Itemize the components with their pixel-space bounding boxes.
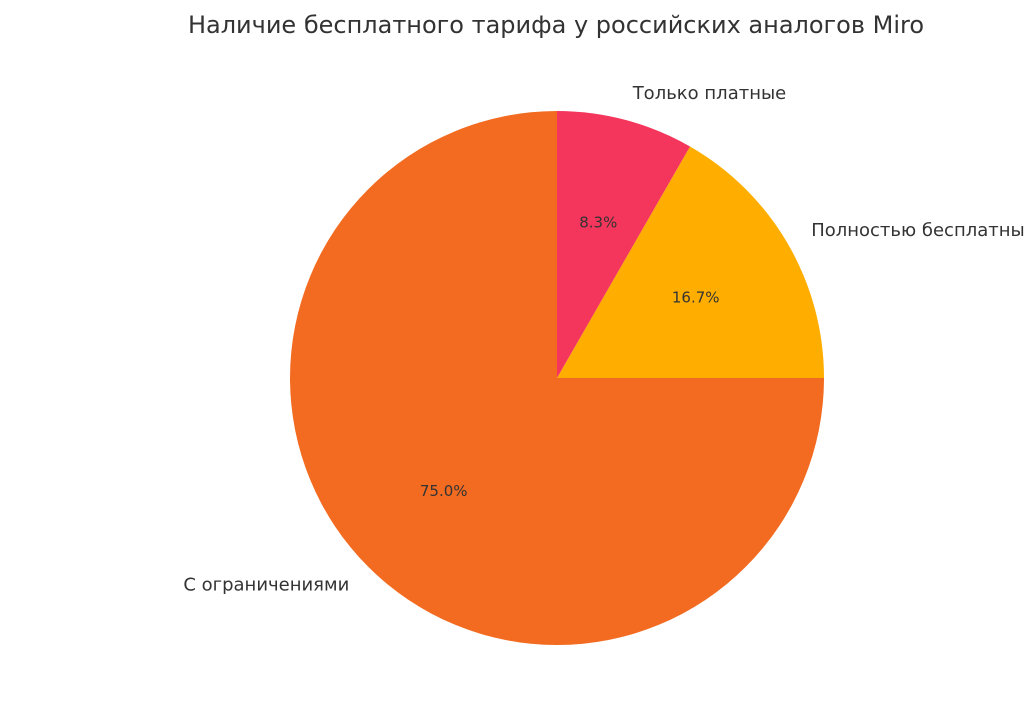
- chart-title: Наличие бесплатного тарифа у российских …: [188, 11, 924, 39]
- slice-label-3: Только платные: [632, 83, 787, 104]
- pie-slice-3: [557, 111, 691, 378]
- pie-slice-2: [557, 146, 824, 378]
- pct-label-3: 8.3%: [579, 214, 617, 232]
- slice-label-2: Полностью бесплатные: [811, 220, 1024, 241]
- pct-label-2: 16.7%: [672, 288, 720, 306]
- pct-label-1: 75.0%: [420, 482, 468, 500]
- slice-label-1: С ограничениями: [183, 575, 349, 596]
- pie-slices: [290, 111, 824, 645]
- pie-labels: С ограничениями 75.0% Полностью бесплатные…: [183, 83, 1024, 596]
